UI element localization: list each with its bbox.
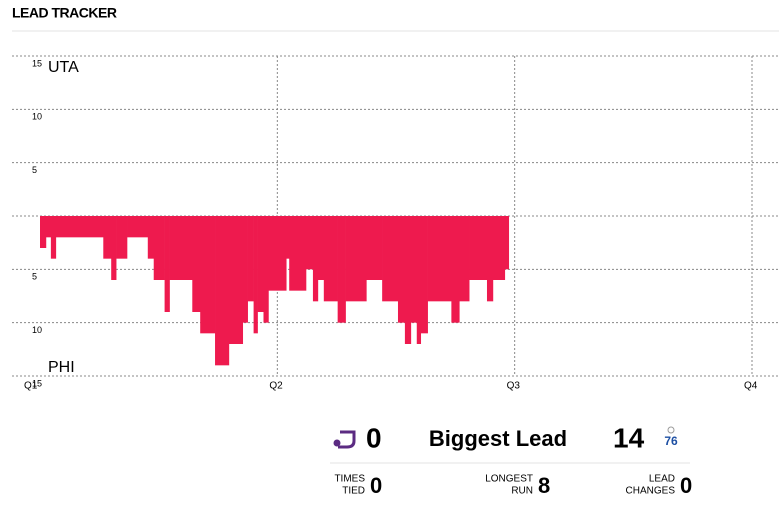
- lead-bar: [127, 216, 149, 238]
- y-tick-label: 10: [32, 112, 42, 122]
- y-tick-label: 5: [32, 272, 37, 282]
- lead-bar: [486, 216, 494, 302]
- lead-bar: [366, 216, 383, 280]
- lead-bar: [200, 216, 216, 334]
- x-tick-label: Q4: [744, 381, 758, 392]
- stat-label: CHANGES: [626, 486, 676, 497]
- lead-bar: [111, 216, 117, 280]
- lead-bar: [147, 216, 155, 259]
- left-value: 0: [366, 422, 382, 453]
- y-tick-label: 10: [32, 325, 42, 335]
- lead-bar: [306, 216, 314, 270]
- stat-label: RUN: [511, 486, 533, 497]
- lead-bar: [410, 216, 418, 323]
- lead-bar: [427, 216, 452, 302]
- lead-bar: [164, 216, 170, 312]
- top-team: UTA: [48, 59, 79, 76]
- y-tick-label: 15: [32, 378, 42, 388]
- stat-label: LONGEST: [485, 474, 533, 485]
- lead-bar: [397, 216, 406, 323]
- lead-bar: [317, 216, 325, 280]
- stat-value: 0: [370, 473, 382, 498]
- lead-bar: [268, 216, 287, 291]
- lead-bar: [469, 216, 488, 280]
- lead-bar: [504, 216, 510, 270]
- lead-bar: [257, 216, 264, 312]
- lead-bar: [289, 216, 307, 291]
- lead-bar: [286, 216, 290, 259]
- lead-bar: [169, 216, 193, 280]
- stat-label: LEAD: [649, 474, 675, 485]
- lead-bar: [416, 216, 422, 344]
- lead-bar: [116, 216, 128, 259]
- jazz-icon: [333, 430, 356, 449]
- lead-bar: [492, 216, 506, 280]
- center-label: Biggest Lead: [429, 426, 567, 451]
- lead-bar: [404, 216, 412, 344]
- x-tick-label: Q2: [269, 381, 283, 392]
- lead-bar: [382, 216, 399, 302]
- y-tick-label: 15: [32, 58, 42, 68]
- lead-bar: [215, 216, 230, 366]
- title: LEAD TRACKER: [12, 5, 117, 21]
- lead-bar: [50, 216, 57, 259]
- lead-bar: [345, 216, 367, 302]
- right-value: 14: [613, 422, 645, 453]
- lead-bar: [451, 216, 460, 323]
- x-tick-label: Q3: [507, 381, 521, 392]
- lead-bar: [337, 216, 346, 323]
- lead-bar: [228, 216, 244, 344]
- stat-value: 8: [538, 473, 550, 498]
- lead-bar: [45, 216, 52, 238]
- stat-value: 0: [680, 473, 692, 498]
- lead-bar: [153, 216, 165, 280]
- lead-bar: [247, 216, 254, 302]
- sixers-icon: 76: [664, 426, 678, 448]
- lead-bar: [263, 216, 269, 323]
- stat-label: TIED: [342, 486, 365, 497]
- lead-bar: [55, 216, 104, 238]
- lead-bar: [192, 216, 201, 312]
- stat-label: TIMES: [334, 474, 365, 485]
- lead-bar: [312, 216, 319, 302]
- lead-bar: [40, 216, 47, 248]
- lead-bar: [420, 216, 428, 334]
- lead-bar: [253, 216, 258, 334]
- bottom-team: PHI: [48, 359, 75, 376]
- lead-bar: [103, 216, 112, 259]
- y-tick-label: 5: [32, 165, 37, 175]
- lead-bar: [323, 216, 338, 302]
- x-tick-label: Q1: [24, 381, 38, 392]
- lead-bar: [459, 216, 470, 302]
- lead-bar: [242, 216, 248, 323]
- svg-text:76: 76: [664, 434, 678, 448]
